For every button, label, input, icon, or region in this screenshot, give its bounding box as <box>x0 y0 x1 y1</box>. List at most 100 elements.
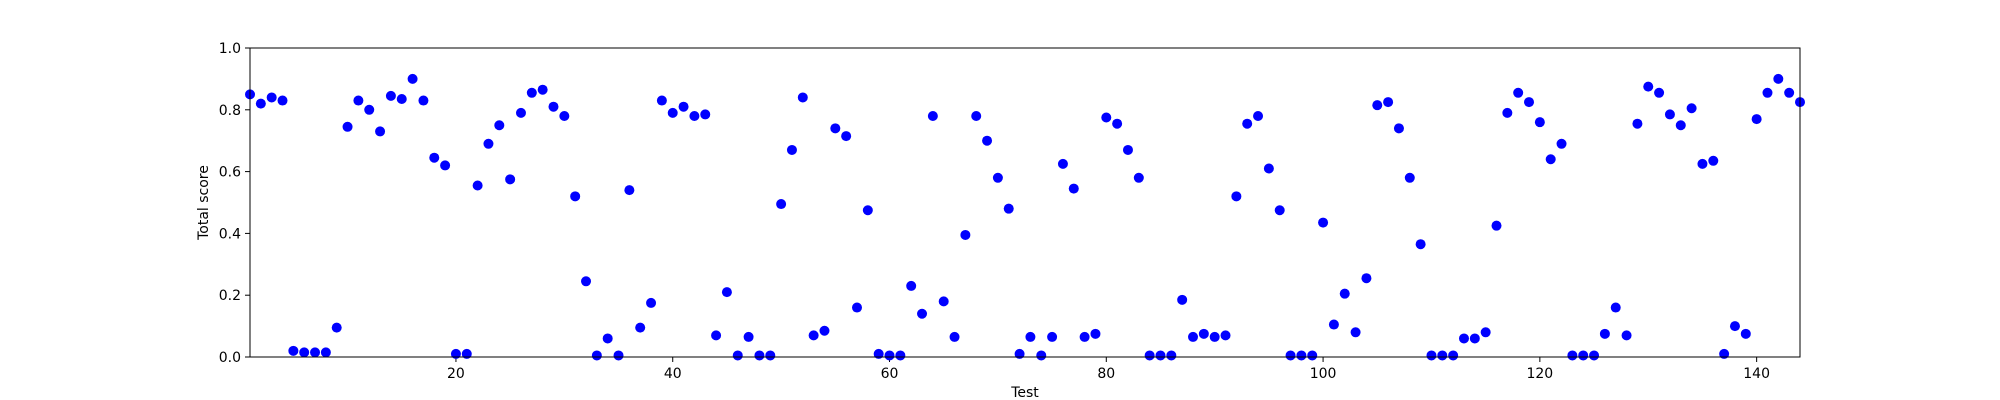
data-point <box>1079 331 1090 342</box>
data-point <box>1719 348 1730 359</box>
data-point <box>450 348 461 359</box>
data-point <box>342 121 353 132</box>
data-point <box>1307 350 1318 361</box>
data-point <box>1567 350 1578 361</box>
data-point <box>1101 112 1112 123</box>
data-point <box>1220 330 1231 341</box>
data-points <box>245 73 1805 361</box>
data-point <box>320 347 331 358</box>
data-point <box>483 138 494 149</box>
data-point <box>1697 158 1708 169</box>
data-point <box>1361 273 1372 284</box>
data-point <box>407 73 418 84</box>
data-point <box>992 172 1003 183</box>
data-point <box>1025 331 1036 342</box>
data-point <box>581 276 592 287</box>
data-point <box>1632 118 1643 129</box>
data-point <box>461 348 472 359</box>
data-point <box>1448 350 1459 361</box>
data-point <box>1437 350 1448 361</box>
y-axis-ticks: 0.0 0.2 0.4 0.6 0.8 1.0 <box>219 41 250 366</box>
data-point <box>537 84 548 95</box>
data-point <box>646 297 657 308</box>
data-point <box>1513 87 1524 98</box>
data-point <box>732 350 743 361</box>
data-point <box>754 350 765 361</box>
y-tick-label: 0.4 <box>219 226 241 242</box>
data-point <box>1675 120 1686 131</box>
data-point <box>656 95 667 106</box>
data-point <box>862 205 873 216</box>
x-tick-label: 60 <box>881 366 899 382</box>
data-point <box>1155 350 1166 361</box>
data-point <box>765 350 776 361</box>
data-point <box>1318 217 1329 228</box>
data-point <box>375 126 386 137</box>
data-point <box>1122 144 1133 155</box>
data-point <box>613 350 624 361</box>
data-point <box>1654 87 1665 98</box>
data-point <box>1166 350 1177 361</box>
data-point <box>418 95 429 106</box>
data-point <box>266 92 277 103</box>
x-axis-label: Test <box>1010 385 1039 400</box>
data-point <box>1393 123 1404 134</box>
plot-frame <box>249 47 1801 358</box>
data-point <box>1480 327 1491 338</box>
data-point <box>1643 81 1654 92</box>
x-tick-label: 140 <box>1743 366 1770 382</box>
data-point <box>1686 103 1697 114</box>
data-point <box>1491 220 1502 231</box>
y-axis-label: Total score <box>196 165 212 241</box>
data-point <box>1263 163 1274 174</box>
data-point <box>1296 350 1307 361</box>
data-point <box>711 330 722 341</box>
data-point <box>635 322 646 333</box>
data-point <box>1188 331 1199 342</box>
data-point <box>526 87 537 98</box>
data-point <box>255 98 266 109</box>
data-point <box>472 180 483 191</box>
data-point <box>873 348 884 359</box>
data-point <box>982 135 993 146</box>
data-point <box>1350 327 1361 338</box>
data-point <box>396 93 407 104</box>
data-point <box>440 160 451 171</box>
data-point <box>1534 117 1545 128</box>
x-tick-label: 40 <box>664 366 682 382</box>
data-point <box>1784 87 1795 98</box>
data-point <box>841 131 852 142</box>
data-point <box>570 191 581 202</box>
data-point <box>895 350 906 361</box>
data-point <box>1751 114 1762 125</box>
y-tick-label: 0.6 <box>219 165 241 181</box>
data-point <box>1708 155 1719 166</box>
data-point <box>971 110 982 121</box>
data-point <box>1610 302 1621 313</box>
data-point <box>1036 350 1047 361</box>
x-tick-label: 100 <box>1310 366 1337 382</box>
x-tick-label: 80 <box>1097 366 1115 382</box>
data-point <box>678 101 689 112</box>
data-point <box>917 308 928 319</box>
data-point <box>1664 109 1675 120</box>
data-point <box>721 287 732 298</box>
data-point <box>1242 118 1253 129</box>
data-point <box>548 101 559 112</box>
data-point <box>1556 138 1567 149</box>
data-point <box>277 95 288 106</box>
data-point <box>1014 348 1025 359</box>
data-point <box>1621 330 1632 341</box>
data-point <box>299 347 310 358</box>
data-point <box>1133 172 1144 183</box>
data-point <box>1003 203 1014 214</box>
data-point <box>700 109 711 120</box>
data-point <box>927 110 938 121</box>
data-point <box>1599 328 1610 339</box>
data-point <box>1404 172 1415 183</box>
data-point <box>884 350 895 361</box>
data-point <box>1773 73 1784 84</box>
data-point <box>743 331 754 342</box>
data-point <box>310 347 321 358</box>
